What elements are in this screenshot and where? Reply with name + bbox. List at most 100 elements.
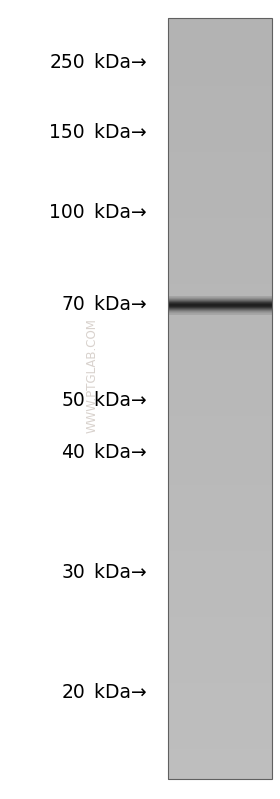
Bar <box>168 254 272 257</box>
Bar <box>168 18 272 21</box>
Bar <box>168 548 272 551</box>
Bar <box>168 391 272 394</box>
Bar <box>168 41 272 44</box>
Bar <box>168 411 272 414</box>
Bar <box>168 365 272 368</box>
Text: kDa→: kDa→ <box>88 204 147 222</box>
Bar <box>168 127 272 130</box>
Bar <box>168 764 272 767</box>
Bar <box>168 56 272 59</box>
Bar <box>168 403 272 407</box>
Bar <box>168 350 272 353</box>
Bar <box>168 181 272 184</box>
Bar <box>168 140 272 143</box>
Bar <box>168 304 272 308</box>
Bar <box>168 756 272 759</box>
Bar <box>168 665 272 668</box>
Bar <box>168 759 272 761</box>
Bar <box>168 213 272 217</box>
Bar <box>168 97 272 100</box>
Bar <box>168 317 272 320</box>
Bar <box>168 634 272 638</box>
Bar <box>168 744 272 746</box>
Bar <box>168 259 272 262</box>
Bar <box>168 581 272 584</box>
Bar <box>168 408 272 411</box>
Bar <box>168 312 272 316</box>
Bar <box>168 282 272 285</box>
Bar <box>168 54 272 57</box>
Bar <box>168 431 272 435</box>
Bar <box>168 563 272 566</box>
Text: kDa→: kDa→ <box>88 296 147 315</box>
Bar <box>168 682 272 686</box>
Bar <box>168 622 272 625</box>
Bar <box>168 495 272 498</box>
Bar <box>168 675 272 678</box>
Text: WWW.PTGLAB.COM: WWW.PTGLAB.COM <box>86 318 99 433</box>
Bar <box>168 248 272 252</box>
Bar <box>168 61 272 64</box>
Bar <box>168 551 272 554</box>
Bar <box>168 310 272 312</box>
Bar <box>168 264 272 267</box>
Bar <box>168 599 272 602</box>
Bar <box>168 178 272 181</box>
Bar <box>168 280 272 282</box>
Bar <box>168 507 272 511</box>
Bar <box>168 218 272 221</box>
Bar <box>168 710 272 714</box>
Bar <box>168 216 272 219</box>
Bar <box>168 419 272 422</box>
Bar <box>168 211 272 214</box>
Bar <box>168 356 272 359</box>
Bar <box>168 284 272 288</box>
Bar <box>168 26 272 29</box>
Bar <box>168 21 272 24</box>
Bar <box>168 360 272 364</box>
Text: kDa→: kDa→ <box>88 683 147 702</box>
Bar <box>168 295 272 297</box>
Bar <box>168 129 272 133</box>
Bar <box>168 292 272 295</box>
Bar <box>168 233 272 237</box>
Bar <box>168 74 272 77</box>
Bar <box>168 46 272 49</box>
Bar <box>168 718 272 721</box>
Bar <box>168 487 272 491</box>
Bar <box>168 287 272 290</box>
Bar <box>168 401 272 404</box>
Bar <box>168 658 272 660</box>
Bar <box>168 771 272 774</box>
Bar <box>168 510 272 513</box>
Bar <box>168 451 272 455</box>
Bar <box>168 114 272 117</box>
Bar <box>168 414 272 417</box>
Bar <box>168 51 272 54</box>
Bar <box>168 741 272 744</box>
Bar <box>168 596 272 599</box>
Bar <box>168 749 272 752</box>
Bar <box>168 611 272 614</box>
Bar <box>168 120 272 122</box>
Bar <box>168 751 272 754</box>
Bar <box>168 652 272 655</box>
Bar <box>168 170 272 173</box>
Bar <box>168 396 272 399</box>
Bar <box>168 307 272 310</box>
Bar <box>168 43 272 46</box>
Bar <box>168 267 272 269</box>
Bar <box>168 300 272 303</box>
Bar <box>168 157 272 161</box>
Bar <box>168 777 272 780</box>
Bar <box>168 559 272 562</box>
Bar <box>168 690 272 694</box>
Bar <box>168 766 272 769</box>
Bar <box>168 388 272 392</box>
Bar <box>168 500 272 503</box>
Bar <box>168 132 272 135</box>
Bar <box>168 753 272 757</box>
Bar <box>168 23 272 26</box>
Bar <box>168 274 272 277</box>
Bar <box>168 196 272 199</box>
